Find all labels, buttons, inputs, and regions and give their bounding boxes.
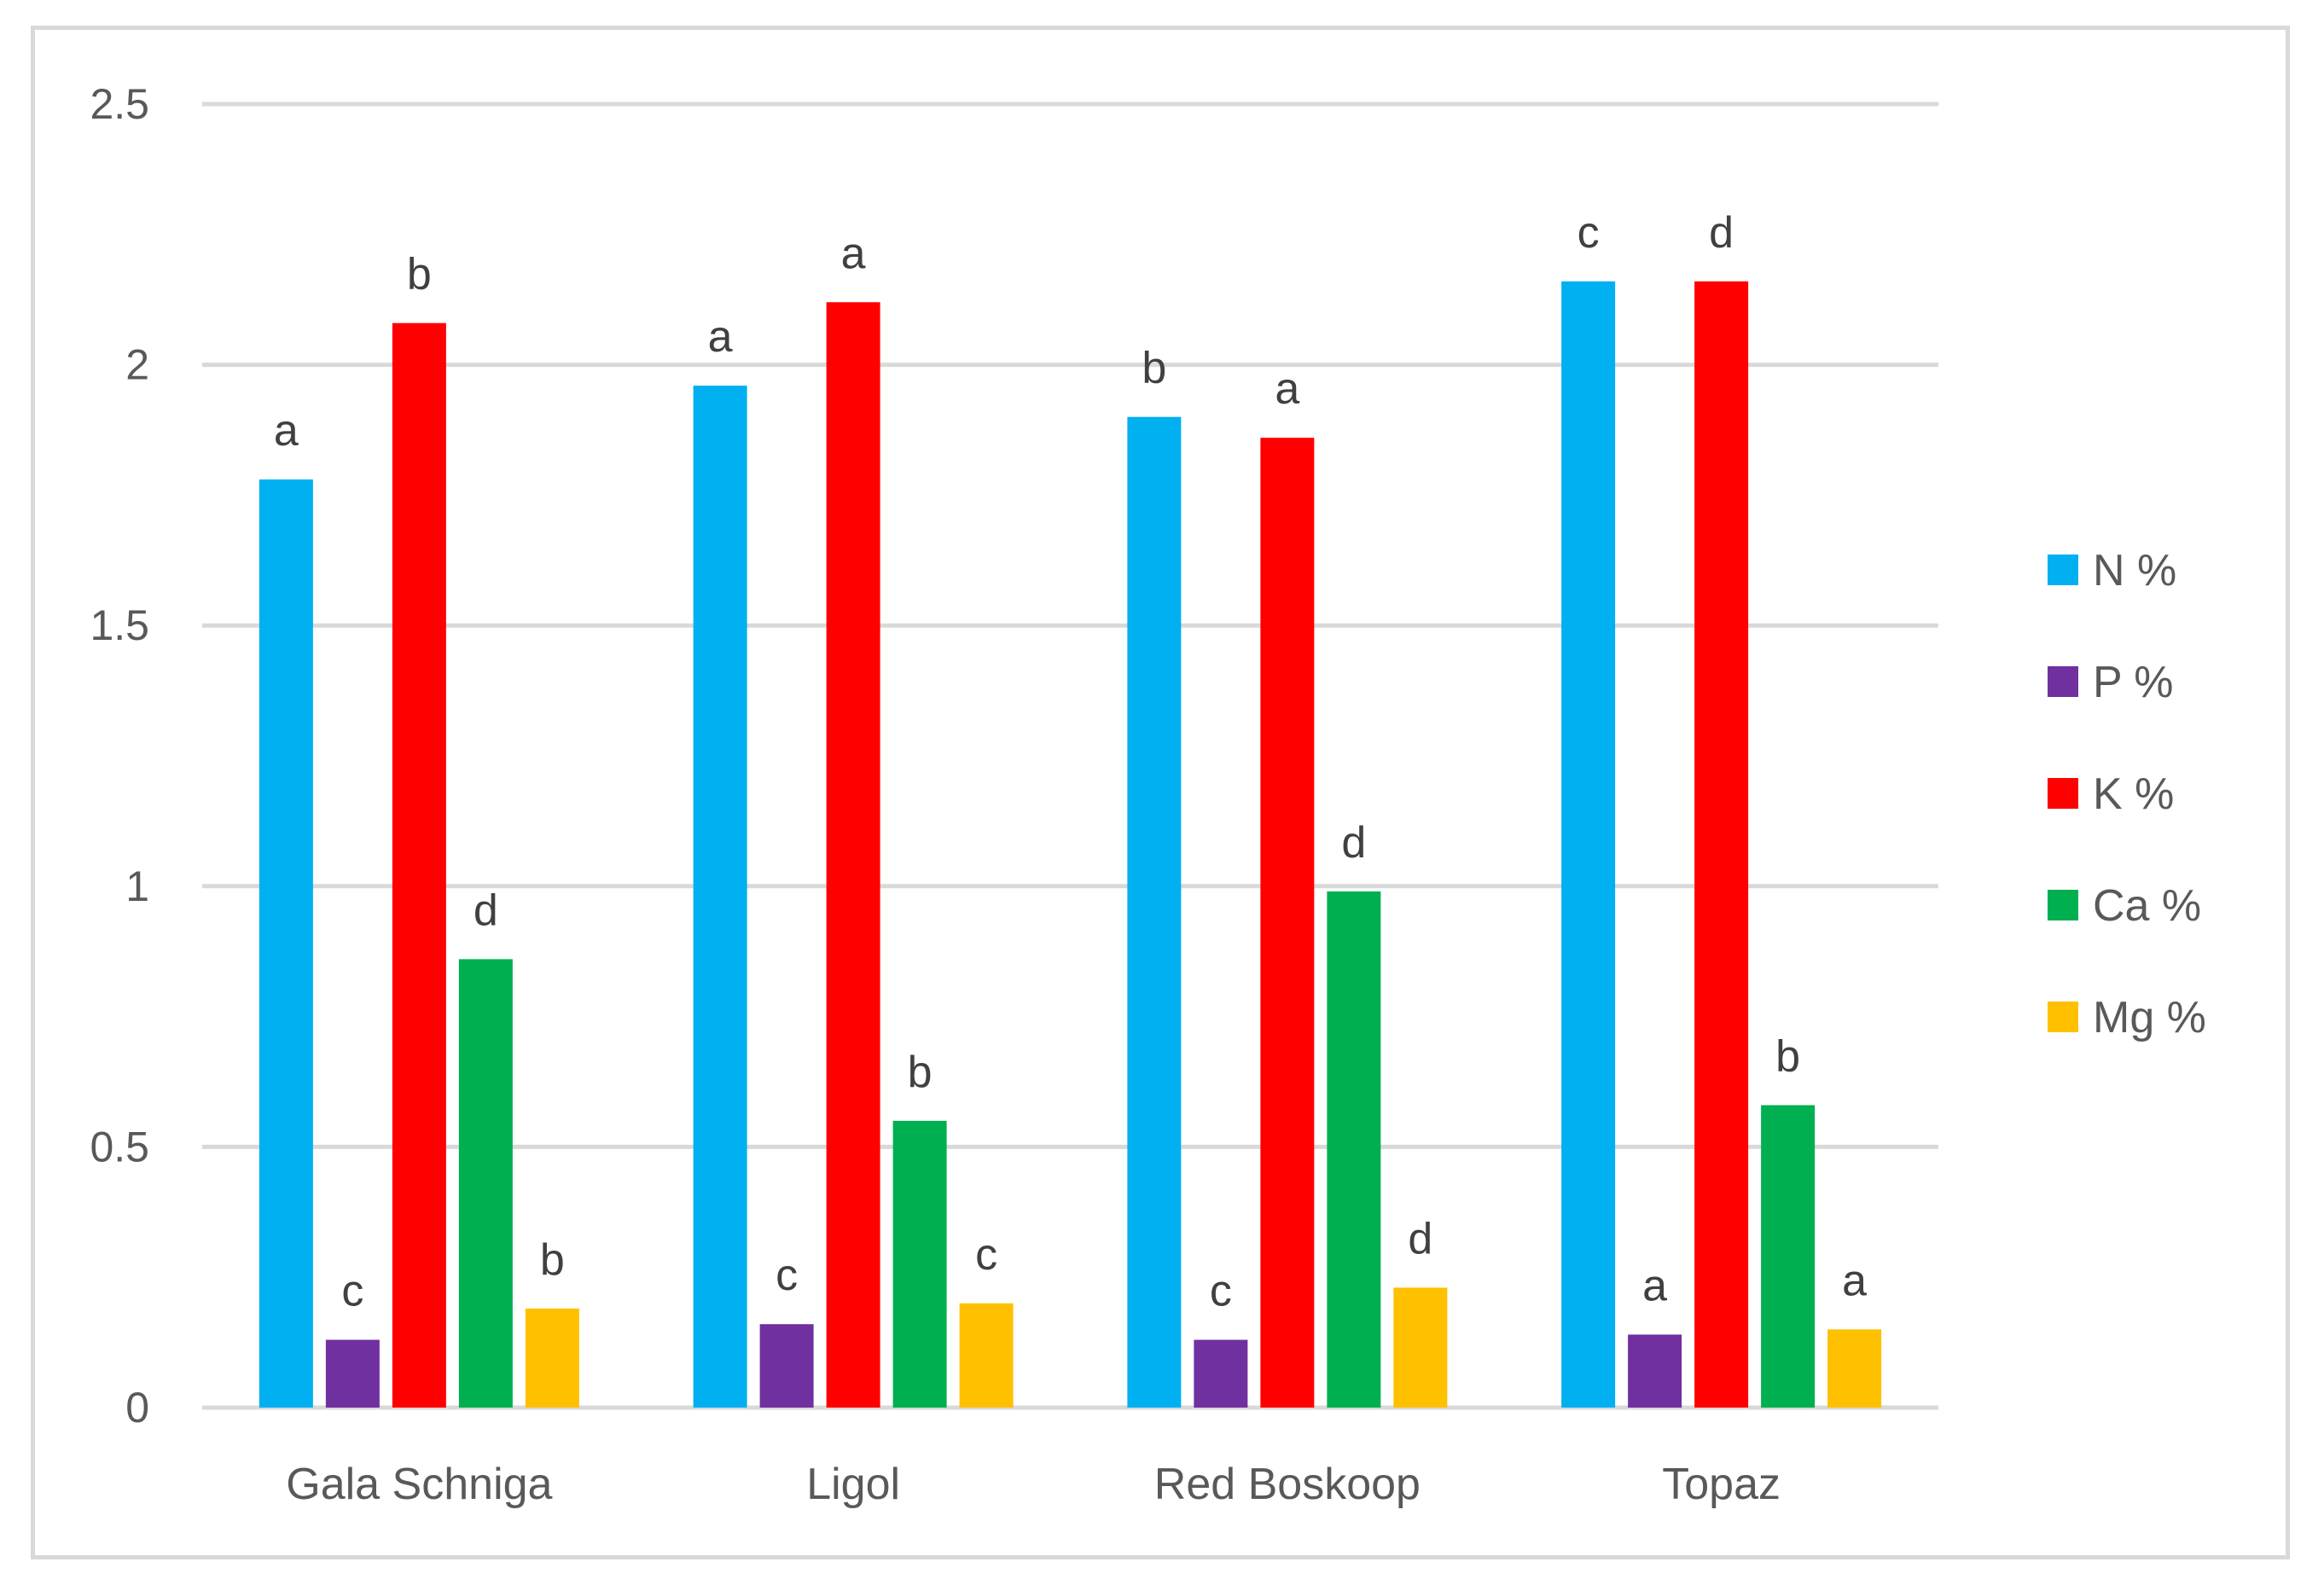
y-tick-label: 2.5 bbox=[90, 80, 149, 128]
bar bbox=[1260, 438, 1315, 1408]
bar bbox=[392, 322, 446, 1408]
data-label: a bbox=[1642, 1261, 1667, 1310]
bar bbox=[1561, 281, 1616, 1408]
data-label: d bbox=[1709, 208, 1734, 258]
data-label: b bbox=[407, 250, 432, 299]
bar bbox=[1694, 281, 1749, 1408]
y-tick-label: 2 bbox=[125, 341, 149, 389]
legend-swatch bbox=[2048, 555, 2078, 585]
data-label: d bbox=[1408, 1214, 1432, 1263]
data-label: c bbox=[776, 1251, 798, 1300]
bar bbox=[458, 959, 513, 1408]
x-tick-label: Red Boskoop bbox=[1154, 1460, 1421, 1509]
bar bbox=[525, 1308, 579, 1408]
bar bbox=[1127, 416, 1182, 1408]
bar bbox=[1327, 891, 1381, 1408]
bar bbox=[1827, 1329, 1882, 1408]
bar bbox=[325, 1339, 380, 1408]
legend-swatch bbox=[2048, 778, 2078, 809]
data-label: d bbox=[474, 886, 498, 935]
data-label: a bbox=[274, 406, 299, 456]
data-label: a bbox=[1842, 1256, 1867, 1305]
y-tick-label: 1.5 bbox=[90, 601, 149, 649]
data-label: c bbox=[975, 1230, 997, 1280]
data-label: a bbox=[708, 312, 733, 362]
bar bbox=[959, 1303, 1014, 1408]
bar bbox=[259, 479, 313, 1408]
data-label: b bbox=[1775, 1032, 1800, 1082]
data-label: c bbox=[1210, 1267, 1232, 1316]
bar bbox=[892, 1120, 947, 1408]
x-tick-label: Ligol bbox=[806, 1460, 900, 1509]
bar bbox=[1194, 1339, 1248, 1408]
data-label: c bbox=[341, 1267, 363, 1316]
legend-label: N % bbox=[2093, 546, 2176, 595]
bar bbox=[826, 302, 880, 1408]
bar bbox=[693, 386, 747, 1408]
data-label: b bbox=[1142, 344, 1166, 393]
data-label: b bbox=[540, 1235, 565, 1285]
bar bbox=[1393, 1287, 1448, 1408]
legend-label: K % bbox=[2093, 769, 2174, 819]
data-label: a bbox=[1275, 364, 1299, 414]
legend-label: Ca % bbox=[2093, 881, 2201, 931]
data-label: d bbox=[1341, 818, 1366, 868]
legend-swatch bbox=[2048, 666, 2078, 697]
y-tick-label: 0 bbox=[125, 1384, 149, 1431]
legend-label: P % bbox=[2093, 658, 2173, 707]
data-label: b bbox=[908, 1048, 933, 1097]
x-tick-label: Gala Schniga bbox=[286, 1460, 552, 1509]
legend-swatch bbox=[2048, 1002, 2078, 1032]
legend-swatch bbox=[2048, 890, 2078, 920]
y-tick-label: 0.5 bbox=[90, 1123, 149, 1170]
data-label: a bbox=[841, 229, 866, 278]
bar bbox=[1761, 1105, 1816, 1408]
x-tick-label: Topaz bbox=[1662, 1460, 1781, 1509]
bar bbox=[1628, 1334, 1682, 1408]
y-tick-label: 1 bbox=[125, 862, 149, 910]
bar bbox=[759, 1324, 814, 1408]
data-label: c bbox=[1577, 208, 1600, 258]
legend-label: Mg % bbox=[2093, 993, 2206, 1042]
